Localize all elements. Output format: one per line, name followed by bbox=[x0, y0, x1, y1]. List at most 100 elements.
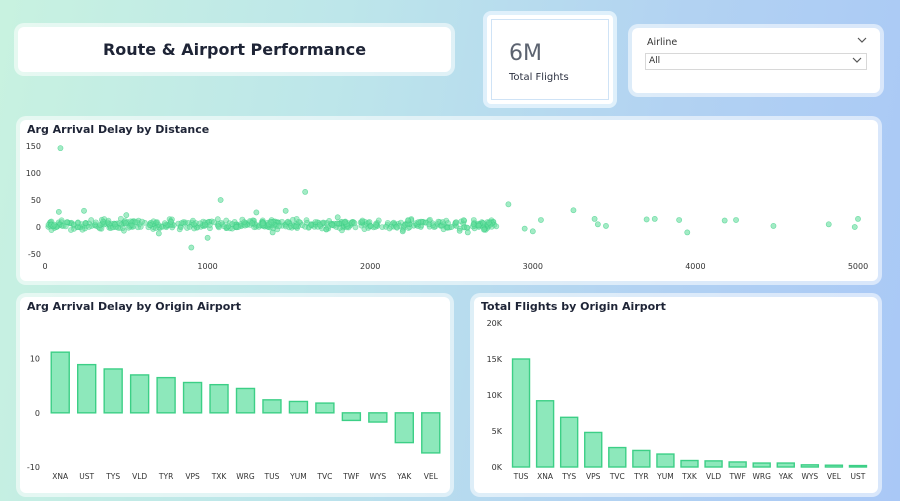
bar bbox=[315, 402, 335, 414]
bar-chart-card-delay: Arg Arrival Delay by Origin Airport 10 0 -… bbox=[20, 297, 450, 493]
airline-dropdown-value: All bbox=[649, 56, 661, 66]
bar bbox=[584, 431, 603, 468]
data-point bbox=[249, 220, 255, 227]
bar bbox=[103, 368, 123, 414]
bar-chart-card-flights: Total Flights by Origin Airport 20K 15K 10… bbox=[474, 297, 878, 493]
data-point bbox=[191, 221, 198, 228]
data-point bbox=[334, 220, 341, 227]
data-point bbox=[253, 209, 260, 216]
data-point bbox=[733, 217, 739, 223]
data-point bbox=[147, 222, 154, 229]
data-point bbox=[259, 220, 266, 227]
chevron-down-icon[interactable] bbox=[852, 56, 862, 64]
data-point bbox=[323, 226, 330, 233]
data-point bbox=[82, 220, 89, 227]
x-tick-label: XNA bbox=[537, 472, 554, 481]
x-tick-label: TVC bbox=[316, 472, 332, 481]
data-point bbox=[293, 223, 300, 230]
x-tick-label: TYR bbox=[633, 472, 648, 481]
bar bbox=[368, 412, 388, 423]
data-point bbox=[329, 222, 335, 228]
data-point bbox=[351, 220, 358, 226]
y-tick-label: 0 bbox=[35, 409, 40, 418]
bar bbox=[262, 399, 282, 414]
y-tick-label: -50 bbox=[28, 250, 41, 259]
data-point bbox=[464, 224, 470, 231]
data-point bbox=[386, 225, 393, 232]
x-tick-label: 3000 bbox=[523, 262, 543, 271]
data-point bbox=[100, 218, 107, 225]
data-point bbox=[426, 221, 433, 228]
data-point bbox=[204, 234, 211, 241]
bar bbox=[632, 449, 651, 468]
bar bbox=[288, 400, 309, 414]
data-point bbox=[770, 223, 777, 229]
bar bbox=[559, 416, 579, 468]
data-point bbox=[643, 216, 650, 223]
data-point bbox=[342, 219, 348, 225]
y-tick-label: 15K bbox=[487, 355, 503, 364]
data-point bbox=[122, 220, 129, 227]
data-point bbox=[206, 222, 213, 229]
data-point bbox=[390, 219, 397, 226]
x-tick-label: XNA bbox=[52, 472, 69, 481]
data-point bbox=[215, 223, 222, 230]
data-point bbox=[538, 217, 544, 223]
bar bbox=[680, 459, 699, 468]
x-tick-label: 5000 bbox=[848, 262, 868, 271]
data-point bbox=[676, 217, 683, 223]
bar bbox=[704, 460, 723, 468]
data-point bbox=[393, 223, 400, 230]
data-point bbox=[594, 221, 601, 228]
x-tick-label: TWF bbox=[342, 472, 359, 481]
airline-dropdown[interactable]: All bbox=[645, 53, 867, 70]
kpi-card: 6M Total Flights bbox=[483, 11, 617, 108]
x-tick-label: YAK bbox=[396, 472, 412, 481]
data-point bbox=[651, 216, 658, 222]
kpi-value: 6M bbox=[509, 41, 542, 66]
data-point bbox=[470, 221, 477, 228]
data-point bbox=[603, 223, 609, 229]
data-point bbox=[139, 218, 145, 225]
scatter-chart-card: Arg Arrival Delay by Distance 150 100 50 0-… bbox=[20, 120, 878, 281]
data-point bbox=[505, 201, 512, 208]
x-tick-label: WYS bbox=[801, 472, 818, 481]
data-point bbox=[285, 218, 291, 225]
chart-title: Arg Arrival Delay by Distance bbox=[27, 123, 210, 136]
data-point bbox=[308, 221, 315, 228]
x-tick-label: 1000 bbox=[197, 262, 217, 271]
data-point bbox=[302, 189, 309, 195]
x-tick-label: UST bbox=[79, 472, 94, 481]
x-tick-label: VEL bbox=[424, 472, 439, 481]
data-point bbox=[405, 217, 411, 224]
data-point bbox=[591, 216, 598, 222]
x-tick-label: TXK bbox=[681, 472, 698, 481]
x-tick-label: YUM bbox=[289, 472, 307, 481]
chevron-down-icon[interactable] bbox=[857, 36, 867, 44]
bar bbox=[77, 363, 97, 414]
data-point bbox=[282, 207, 289, 214]
bar bbox=[182, 381, 203, 414]
y-tick-label: 100 bbox=[26, 169, 41, 178]
data-point bbox=[334, 214, 341, 221]
data-point bbox=[481, 226, 487, 233]
data-point bbox=[269, 229, 276, 236]
x-tick-label: TXK bbox=[211, 472, 228, 481]
y-tick-label: 10 bbox=[30, 355, 40, 364]
bar bbox=[824, 464, 844, 468]
bar bbox=[209, 383, 229, 414]
data-point bbox=[320, 219, 327, 226]
bar bbox=[511, 358, 531, 468]
data-point bbox=[851, 224, 858, 230]
airline-filter-slicer: Airline All bbox=[632, 28, 880, 93]
data-point bbox=[123, 212, 130, 219]
data-point bbox=[132, 219, 139, 226]
data-point bbox=[55, 208, 62, 215]
data-point bbox=[460, 217, 467, 224]
data-point bbox=[137, 223, 144, 230]
x-tick-label: VLD bbox=[132, 472, 147, 481]
bar bbox=[421, 412, 441, 454]
bar bbox=[156, 376, 176, 414]
data-point bbox=[475, 222, 482, 229]
